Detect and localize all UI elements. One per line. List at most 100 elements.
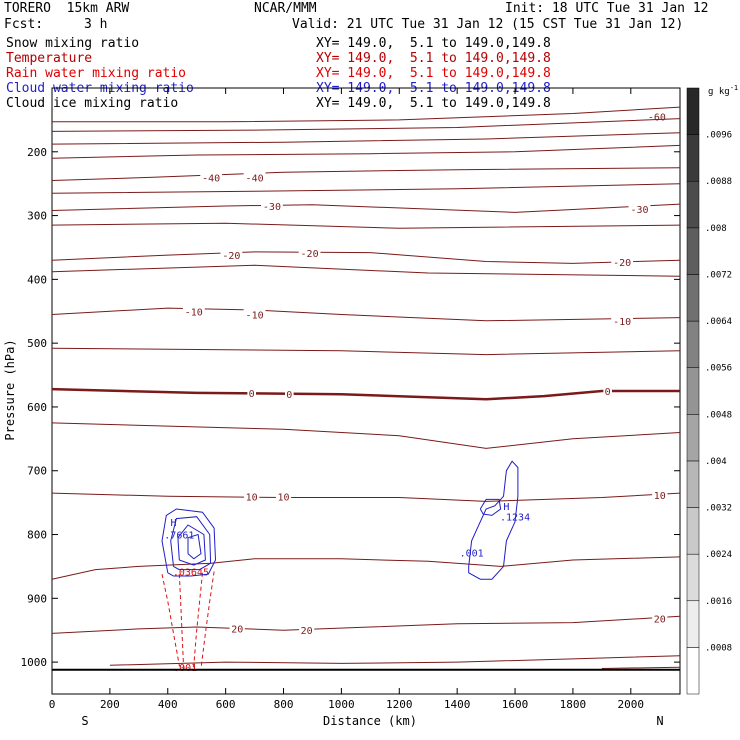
cloud-water-label: H <box>171 518 177 529</box>
center-label: NCAR/MMM <box>254 1 317 16</box>
y-tick-label: 800 <box>27 529 47 542</box>
temperature-contour-5 <box>51 422 681 449</box>
colorbar-segment <box>686 87 700 135</box>
cloud-water-contour-2 <box>177 524 206 566</box>
y-tick-label: 700 <box>27 465 47 478</box>
temperature-contour-25 <box>109 655 681 666</box>
temperature-label-bg <box>611 256 634 269</box>
temperature-contour-5 <box>51 347 681 356</box>
rain-contours: .03645 .001 <box>161 568 215 674</box>
temperature-contour-20 <box>51 251 681 264</box>
cloud-water-label: .7661 <box>164 531 194 542</box>
y-axis-label: Pressure (hPa) <box>3 339 17 440</box>
temperature-contour-label: 20 <box>654 615 666 626</box>
y-tick-label: 600 <box>27 401 47 414</box>
temperature-contour-10 <box>51 492 681 502</box>
temperature-contour-label: -40 <box>202 173 220 184</box>
temperature-contour-label: 0 <box>286 390 292 401</box>
field-name-temperature: Temperature <box>6 51 93 66</box>
colorbar-tick-label: .0088 <box>705 177 732 187</box>
y-tick-label: 1000 <box>21 656 48 669</box>
y-tick-label: 400 <box>27 273 47 286</box>
temperature-contour-label: -20 <box>301 249 319 260</box>
colorbar-tick-label: .0056 <box>705 364 732 374</box>
colorbar-tick-label: .0032 <box>705 504 732 514</box>
cloud-water-contour-5 <box>479 498 502 516</box>
temperature-label-bg <box>298 247 321 260</box>
temperature-contour-label: 20 <box>301 626 313 637</box>
temperature-contour-0 <box>51 387 680 401</box>
temperature-contour-label: 20 <box>231 624 243 635</box>
colorbar-tick-label: .0096 <box>705 131 732 141</box>
y-tick-label: 300 <box>27 210 47 223</box>
temperature-contour-30 <box>601 666 681 669</box>
colorbar-segment <box>686 274 700 322</box>
temperature-contour-20 <box>51 615 681 634</box>
cloud-water-contour-3 <box>187 533 202 560</box>
field-range-cloud-ice: XY= 149.0, 5.1 to 149.0,149.8 <box>316 96 551 111</box>
colorbar-units-exponent: -1 <box>730 84 738 92</box>
temperature-contour-label: 0 <box>249 389 255 400</box>
colorbar-tick-label: .0016 <box>705 597 732 607</box>
temperature-label-bg <box>611 314 634 327</box>
x-tick-label: 800 <box>274 698 294 711</box>
rain-contour-3 <box>200 571 215 669</box>
cloud-water-label: .1234 <box>500 513 530 524</box>
model-title: TORERO 15km ARW <box>4 1 130 16</box>
temperature-contour-45 <box>51 144 681 159</box>
temperature-contour-label: -20 <box>222 251 240 262</box>
temperature-contour-label: 10 <box>246 492 258 503</box>
temperature-label-bg <box>243 171 266 184</box>
temperature-contour-label: -40 <box>246 173 264 184</box>
y-tick-label: 500 <box>27 337 47 350</box>
field-range-rain: XY= 149.0, 5.1 to 149.0,149.8 <box>316 66 551 81</box>
temperature-contour-35 <box>51 183 681 194</box>
colorbar-units-base: g kg <box>708 87 730 97</box>
temperature-label-bg <box>229 622 245 635</box>
field-name-snow: Snow mixing ratio <box>6 36 140 51</box>
colorbar-tick-label: .0048 <box>705 410 732 420</box>
temperature-label-bg <box>261 200 283 213</box>
colorbar-segment <box>686 600 700 648</box>
colorbar-tick-label: .0072 <box>705 270 732 280</box>
colorbar-segment <box>686 134 700 182</box>
colorbar-segment <box>686 367 700 415</box>
temperature-label-bg <box>200 171 223 184</box>
x-tick-label: 1200 <box>386 698 413 711</box>
cloud-water-contour-1 <box>170 516 212 571</box>
cloud-water-contour-0 <box>161 508 217 577</box>
forecast-label: Fcst: <box>4 17 44 32</box>
colorbar-units: g kg-1 <box>708 84 738 97</box>
temperature-contour-30 <box>51 203 681 213</box>
temperature-contours: -60 -40 -40 -30 -30 -20 -20 -20 -10 -10 -10 0 0 0 10 10… <box>51 106 681 669</box>
colorbar-tick-label: .008 <box>705 224 727 234</box>
rain-contour-2 <box>191 572 203 670</box>
colorbar-tick-label: .0008 <box>705 643 732 653</box>
temperature-label-bg <box>182 305 205 318</box>
temperature-label-bg <box>244 490 260 503</box>
init-time: Init: 18 UTC Tue 31 Jan 12 <box>505 1 709 16</box>
temperature-contour-label: 10 <box>277 492 289 503</box>
rain-contour-label: .03645 <box>173 568 209 579</box>
temperature-contour-25 <box>51 222 681 229</box>
temperature-contour-label: 10 <box>654 491 666 502</box>
colorbar-segment <box>686 320 700 368</box>
x-tick-label: 1400 <box>444 698 471 711</box>
colorbar: .0008 .0016 .0024 .0032 .004 .0048 .0056 .0064.… <box>686 87 732 695</box>
x-tick-label: 1800 <box>560 698 587 711</box>
x-tick-label: 1000 <box>328 698 355 711</box>
temperature-contour-label: -60 <box>648 113 666 124</box>
colorbar-segment <box>686 414 700 462</box>
colorbar-segment <box>686 647 700 695</box>
temperature-contour-label: 0 <box>605 387 611 398</box>
y-tick-label: 200 <box>27 146 47 159</box>
colorbar-tick-label: .004 <box>705 457 727 467</box>
rain-contour-0 <box>161 573 183 671</box>
colorbar-segment <box>686 227 700 275</box>
rain-contour-1 <box>178 574 185 670</box>
colorbar-segment <box>686 553 700 602</box>
field-range-temperature: XY= 149.0, 5.1 to 149.0,149.8 <box>316 51 551 66</box>
cloud-water-label: .001 <box>460 548 484 559</box>
